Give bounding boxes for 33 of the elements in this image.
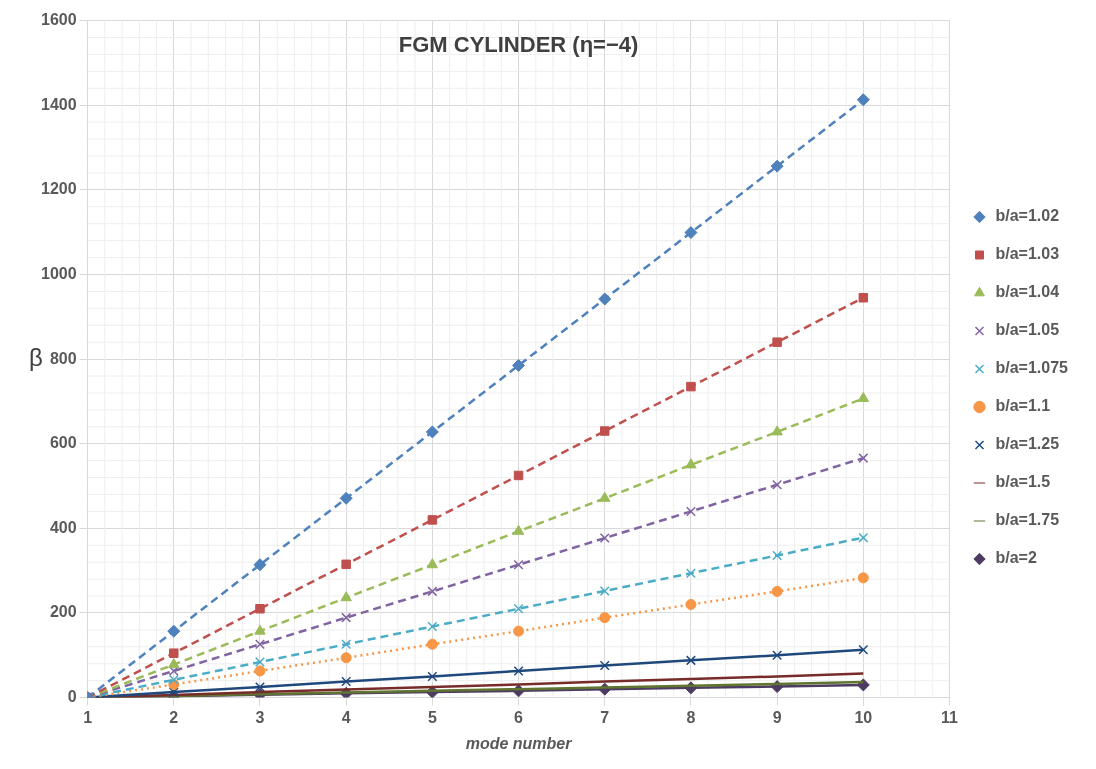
legend-label: b/a=1.075 [995, 359, 1069, 377]
x-tick-label: 11 [941, 708, 959, 726]
y-tick-label: 0 [67, 688, 77, 706]
legend-label: b/a=1.5 [995, 473, 1051, 491]
x-tick-label: 6 [514, 708, 524, 726]
legend-label: b/a=2 [995, 549, 1037, 567]
y-tick-label: 200 [49, 603, 77, 621]
x-tick-label: 2 [169, 708, 179, 726]
x-tick-label: 8 [686, 708, 696, 726]
y-tick-label: 1600 [41, 11, 77, 29]
y-tick-label: 600 [49, 434, 77, 452]
y-tick-label: 1400 [41, 95, 77, 113]
x-tick-label: 10 [854, 708, 873, 726]
y-tick-label: 1200 [41, 180, 77, 198]
legend-label: b/a=1.75 [995, 511, 1060, 529]
x-tick-label: 7 [600, 708, 610, 726]
legend-label: b/a=1.05 [995, 321, 1060, 339]
legend-label: b/a=1.02 [995, 207, 1060, 225]
y-tick-label: 1000 [41, 264, 77, 282]
x-tick-label: 9 [772, 708, 782, 726]
legend-label: b/a=1.1 [995, 397, 1051, 415]
x-axis-title: mode number [465, 734, 573, 752]
x-tick-label: 3 [255, 708, 265, 726]
y-tick-label: 800 [49, 349, 77, 367]
legend-label: b/a=1.03 [995, 245, 1060, 263]
y-axis-title: β [29, 343, 43, 371]
legend-label: b/a=1.25 [995, 435, 1060, 453]
y-tick-label: 400 [49, 518, 77, 536]
x-tick-label: 1 [83, 708, 93, 726]
text: FGM CYLINDER (η=−4) [398, 31, 639, 57]
x-tick-label: 5 [427, 708, 437, 726]
x-tick-label: 4 [341, 708, 351, 726]
legend-label: b/a=1.04 [995, 283, 1060, 301]
